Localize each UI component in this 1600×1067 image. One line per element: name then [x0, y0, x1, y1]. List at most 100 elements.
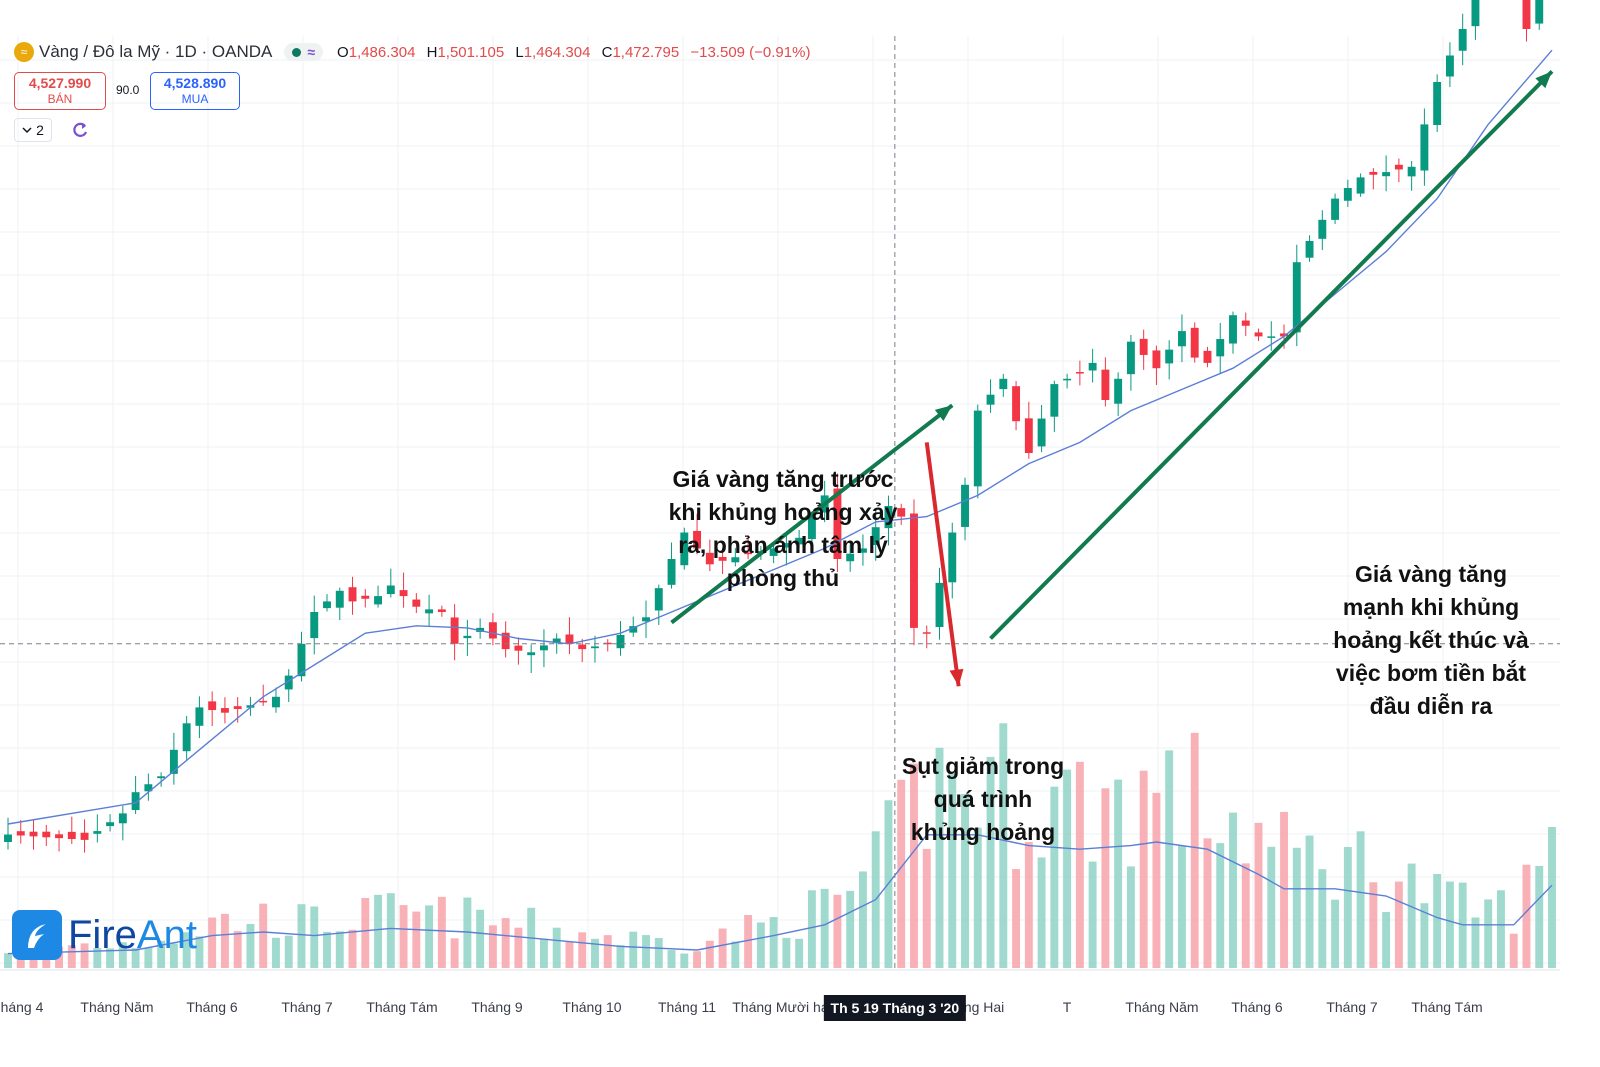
candle-body [1535, 0, 1544, 24]
x-tick-label: Tháng 11 [658, 999, 716, 1015]
candle-body [1063, 378, 1072, 381]
volume-bar [846, 890, 855, 968]
symbol-title[interactable]: Vàng / Đô la Mỹ · 1D · OANDA [39, 42, 273, 61]
volume-bars [4, 723, 1556, 968]
candle-body [220, 708, 229, 713]
x-tick-label: Tháng 6 [1231, 999, 1283, 1015]
volume-bar [144, 947, 153, 968]
volume-bar [4, 953, 12, 968]
volume-bar [463, 897, 472, 968]
annotation-post-crisis: Giá vàng tăng mạnh khi khủng hoảng kết t… [1333, 561, 1529, 719]
volume-bar [1139, 770, 1148, 968]
chevron-down-icon [22, 127, 32, 134]
candle-body [284, 675, 293, 690]
volume-bar [654, 937, 663, 968]
candle-body [1394, 164, 1403, 170]
sell-label: BÁN [47, 92, 73, 106]
candle-body [1458, 29, 1467, 51]
candle-body [1292, 262, 1301, 333]
candle-body [910, 513, 918, 628]
volume-bar [233, 931, 242, 968]
candle-body [731, 557, 740, 563]
change-value: −13.509 (−0.91%) [690, 43, 811, 61]
volume-bar [922, 848, 931, 968]
candle-body [16, 831, 25, 836]
candle-body [1177, 331, 1186, 347]
x-tick-label: Tháng 9 [471, 999, 523, 1015]
candle-body [1203, 350, 1212, 363]
approx-icon: ≈ [307, 44, 316, 60]
candle-body [1267, 336, 1276, 338]
sell-price: 4,527.990 [28, 75, 92, 91]
candle-body [935, 582, 944, 628]
chart-header: ≈ Vàng / Đô la Mỹ · 1D · OANDA ≈ O1,486.… [14, 40, 817, 64]
candle-body [1050, 384, 1059, 417]
volume-bar [514, 927, 523, 968]
volume-bar [488, 925, 497, 968]
volume-bar [986, 756, 995, 968]
volume-bar [756, 922, 765, 968]
candle-body [374, 596, 383, 605]
volume-bar [603, 935, 612, 968]
volume-bar [297, 904, 306, 968]
volume-bar [1063, 769, 1072, 968]
candle-body [195, 707, 204, 726]
volume-bar [1126, 866, 1135, 968]
candle-body [131, 792, 140, 810]
candle-body [1420, 124, 1429, 171]
volume-bar [1471, 917, 1480, 968]
candle-body [55, 834, 63, 839]
candle-body [1037, 418, 1046, 447]
volume-bar [1535, 865, 1544, 968]
buy-button[interactable]: 4,528.890 MUA [150, 72, 240, 110]
candle-body [718, 556, 727, 561]
x-tick-label: T [1063, 999, 1072, 1015]
high-value: 1,501.105 [437, 43, 505, 61]
candle-body [488, 622, 497, 639]
x-axis: háng 4 Tháng Năm Tháng 6 Tháng 7 Tháng Tám Th… [0, 969, 1560, 1021]
candle-body [233, 706, 242, 709]
crosshair-date-label: Th 5 19 Tháng 3 '20 [831, 1000, 960, 1016]
candle-body [629, 626, 638, 633]
refresh-icon[interactable] [70, 120, 90, 140]
sell-button[interactable]: 4,527.990 BÁN [14, 72, 106, 110]
candle-body [1343, 188, 1352, 201]
candle-body [450, 617, 459, 644]
volume-bar [1114, 779, 1123, 968]
volume-bar [118, 942, 127, 968]
volume-bar [1165, 750, 1174, 968]
volume-bar [437, 896, 446, 968]
volume-bar [910, 763, 918, 968]
candle-body [425, 609, 434, 614]
volume-bar [539, 938, 548, 968]
market-status-pill[interactable]: ≈ [284, 43, 324, 61]
trend-arrow-head [949, 668, 964, 687]
x-tick-label: Tháng 10 [562, 999, 621, 1015]
candle-body [1522, 0, 1531, 29]
volume-bar [552, 927, 561, 968]
volume-bar [731, 941, 740, 968]
volume-bar [1394, 881, 1403, 968]
indicator-count: 2 [36, 122, 44, 138]
volume-bar [323, 931, 331, 968]
volume-bar [310, 906, 319, 968]
candle-body [118, 813, 127, 824]
volume-bar [807, 890, 816, 968]
collapse-indicators-button[interactable]: 2 [14, 118, 52, 142]
candle-body [1407, 166, 1416, 177]
volume-bar [999, 723, 1008, 968]
annotation-crisis-drop: Sụt giảm trong quá trình khủng hoảng [901, 753, 1065, 845]
candle-body [769, 548, 778, 556]
candle-body [654, 588, 663, 611]
candlesticks [4, 0, 1544, 853]
candle-body [858, 548, 867, 553]
candle-body [463, 635, 472, 639]
candle-body [1024, 418, 1033, 453]
candle-body [1280, 333, 1288, 337]
volume-bar [769, 917, 778, 968]
volume-bar [935, 747, 944, 968]
volume-bar [1420, 903, 1429, 968]
market-open-dot-icon [292, 47, 302, 57]
candle-body [514, 645, 523, 651]
